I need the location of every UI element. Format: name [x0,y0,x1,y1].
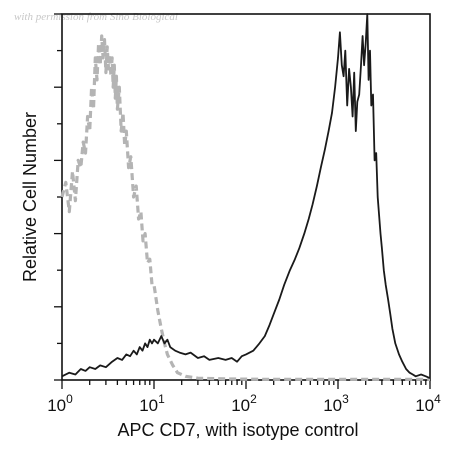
x-tick-label-exponent: 2 [250,392,257,406]
x-tick-label-base: 10 [231,396,250,415]
tick-marks [54,13,431,389]
x-tick-labels: 100 101 102 103 104 [47,392,441,415]
x-tick-label-exponent: 1 [158,392,165,406]
x-tick-label: 102 [231,392,257,415]
x-tick-label-exponent: 4 [434,392,441,406]
x-tick-label: 100 [47,392,73,415]
x-tick-label-base: 10 [323,396,342,415]
x-tick-label: 103 [323,392,349,415]
series-layer [60,13,431,381]
plot-area [54,13,431,389]
x-tick-label-base: 10 [415,396,434,415]
x-tick-label: 101 [139,392,165,415]
x-tick-label-exponent: 3 [342,392,349,406]
x-tick-label-base: 10 [139,396,158,415]
watermark-text: with permission from Sino Biological [14,11,178,23]
x-axis-label: APC CD7, with isotype control [117,420,358,440]
cd7-stained-curve [61,13,431,380]
plot-frame [61,13,431,381]
isotype-control-curve [60,34,430,381]
x-tick-label-base: 10 [47,396,66,415]
x-tick-label: 104 [415,392,441,415]
x-tick-label-exponent: 0 [66,392,73,406]
y-axis-label: Relative Cell Number [20,112,40,282]
